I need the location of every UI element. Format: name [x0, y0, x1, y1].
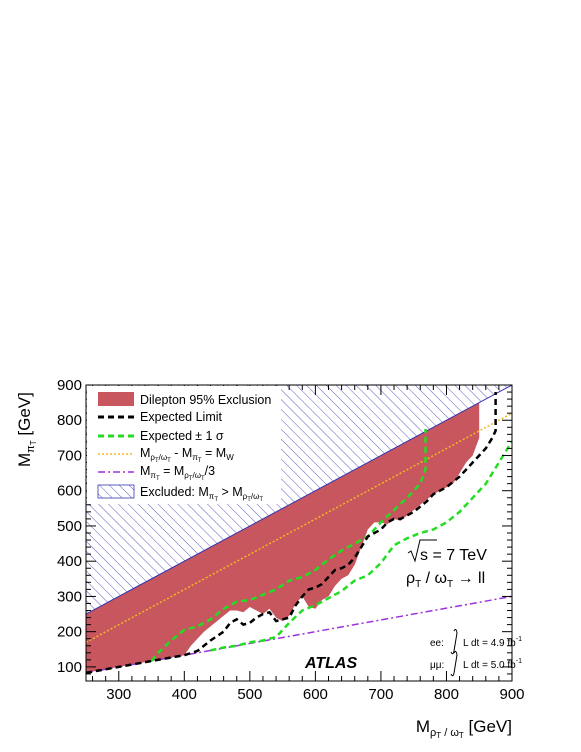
y-tick-label: 400 [57, 553, 82, 570]
legend-swatch-excluded [97, 484, 135, 499]
expected-limit-line [86, 392, 497, 675]
y-tick-label: 900 [57, 377, 82, 394]
x-tick-label: 900 [499, 686, 524, 703]
axis-ticks: 300 400 500 600 700 800 900 100 200 300 400 500 600 7… [57, 377, 525, 703]
y-tick-label: 100 [57, 659, 82, 676]
y-tick-label: 500 [57, 518, 82, 535]
legend-swatch-exclusion [98, 392, 134, 406]
x-tick-label: 700 [368, 686, 393, 703]
legend-label-excluded: Excluded: MπT > MρT/ωT [140, 485, 263, 503]
x-tick-label: 600 [303, 686, 328, 703]
y-tick-label: 700 [57, 447, 82, 464]
kinematic-limit-line [86, 385, 512, 615]
y-tick-label: 800 [57, 412, 82, 429]
sqrt-symbol [407, 539, 437, 563]
legend-label-third-line: MπT = MρT/ωT/3 [140, 464, 215, 482]
process-label: ρT / ωT → ll [406, 570, 485, 590]
legend-label-band: Expected ± 1 σ [140, 429, 224, 443]
x-tick-label: 400 [172, 686, 197, 703]
energy-label: s = 7 TeV [420, 547, 487, 564]
y-tick-label: 200 [57, 624, 82, 641]
ee-lumi: L dt = 4.9 fb-1 [463, 636, 522, 649]
observed-exclusion-area [86, 402, 480, 673]
y-tick-label: 300 [57, 588, 82, 605]
x-tick-label: 300 [106, 686, 131, 703]
y-tick-label: 600 [57, 483, 82, 500]
ee-integral [450, 628, 458, 655]
legend: Dilepton 95% Exclusion Expected Limit Ex… [87, 386, 281, 504]
x-axis-title: MρT / ωT [GeV] [416, 717, 512, 740]
ee-label: ee: [430, 638, 444, 649]
x-tick-label: 800 [434, 686, 459, 703]
legend-label-exclusion: Dilepton 95% Exclusion [140, 393, 271, 407]
mumu-lumi: L dt = 5.0 fb-1 [463, 658, 522, 671]
atlas-label: ATLAS [304, 655, 357, 672]
y-axis-title: MπT [GeV] [15, 392, 38, 467]
mumu-integral [450, 650, 458, 677]
annotations: s = 7 TeV ρT / ωT → ll ATLAS ee: L dt = … [304, 539, 522, 677]
expected-plus1sigma-line [150, 429, 427, 662]
third-mass-line [86, 595, 512, 674]
legend-label-w-line: MρT/ωT - MπT = MW [140, 446, 234, 464]
x-tick-label: 500 [237, 686, 262, 703]
mumu-label: μμ: [430, 660, 444, 671]
legend-label-expected: Expected Limit [140, 410, 223, 424]
w-mass-line [86, 412, 512, 644]
expected-minus1sigma-line [210, 440, 512, 652]
